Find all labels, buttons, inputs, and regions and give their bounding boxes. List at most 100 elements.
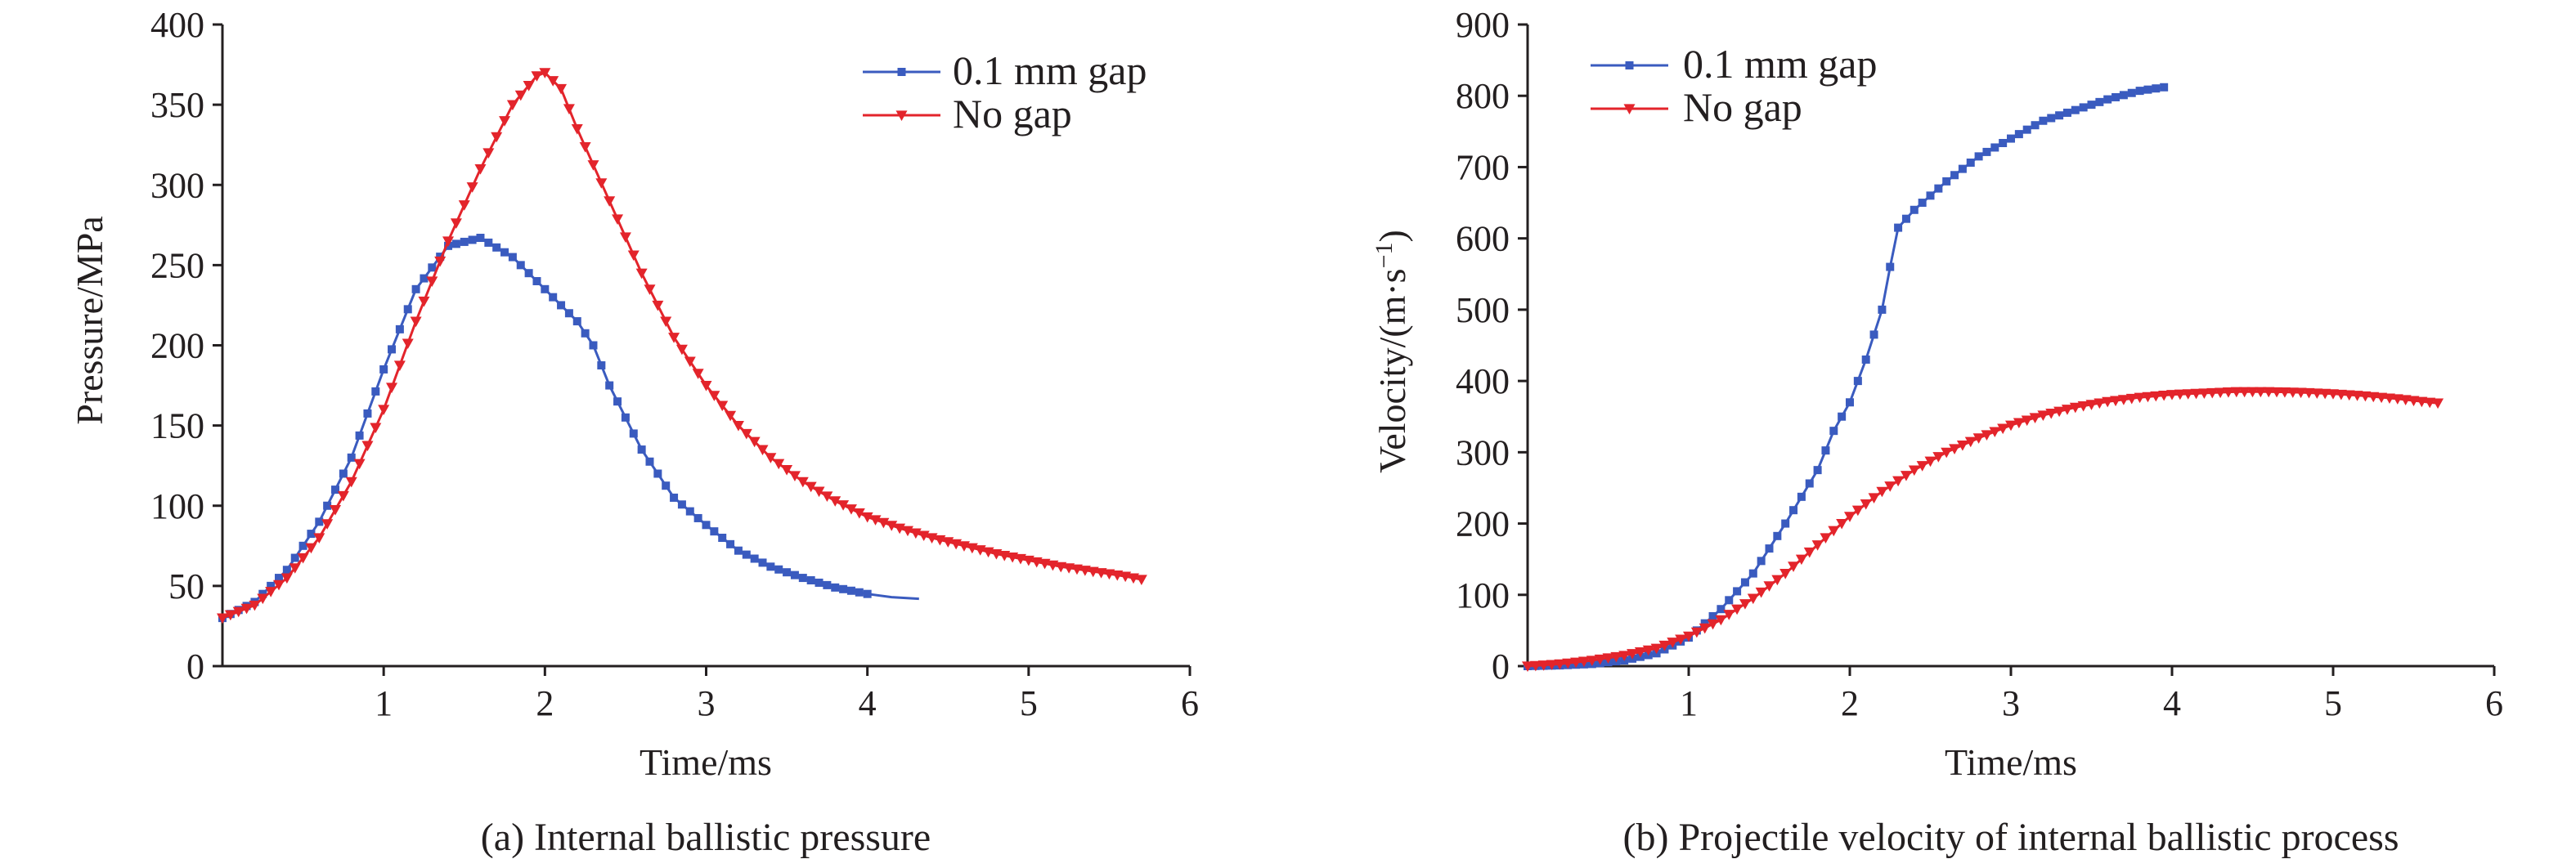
velocity-point-nogap bbox=[2069, 402, 2081, 414]
pressure-point-gap bbox=[750, 554, 759, 563]
velocity-point-nogap bbox=[1618, 651, 1631, 661]
pressure-point-gap bbox=[524, 269, 533, 278]
velocity-point-nogap bbox=[2013, 418, 2025, 429]
velocity-point-nogap bbox=[2182, 389, 2194, 400]
velocity-point-nogap bbox=[2255, 387, 2267, 398]
pressure-point-gap bbox=[428, 263, 437, 272]
pressure-point-gap bbox=[855, 588, 864, 597]
pressure-point-gap bbox=[508, 253, 517, 262]
velocity-point-gap bbox=[2143, 85, 2152, 94]
velocity-point-nogap bbox=[1997, 423, 2009, 435]
velocity-chart-caption: (b) Projectile velocity of internal ball… bbox=[1622, 816, 2399, 859]
velocity-point-gap bbox=[1982, 147, 1991, 156]
pressure-point-nogap bbox=[1079, 566, 1091, 576]
pressure-point-nogap bbox=[587, 160, 599, 171]
velocity-point-gap bbox=[1838, 412, 1847, 421]
velocity-point-nogap bbox=[1755, 587, 1767, 598]
velocity-point-gap bbox=[1765, 544, 1774, 553]
pressure-point-gap bbox=[355, 431, 364, 440]
pressure-point-gap bbox=[541, 284, 550, 293]
velocity-y-tick-label: 300 bbox=[1456, 432, 1510, 472]
pressure-point-nogap bbox=[1014, 553, 1026, 565]
velocity-point-nogap bbox=[1989, 427, 2001, 438]
pressure-point-nogap bbox=[1127, 573, 1139, 584]
velocity-point-nogap bbox=[2125, 393, 2138, 405]
pressure-point-gap bbox=[677, 500, 686, 509]
velocity-y-axis-title-main: Velocity/(m·s bbox=[1371, 268, 1413, 472]
velocity-point-nogap bbox=[1779, 569, 1792, 579]
pressure-point-gap bbox=[460, 237, 469, 246]
pressure-point-gap bbox=[307, 530, 316, 539]
velocity-point-nogap bbox=[1892, 476, 1905, 487]
velocity-point-nogap bbox=[2190, 388, 2202, 400]
pressure-point-nogap bbox=[514, 90, 527, 101]
pressure-point-gap bbox=[267, 581, 276, 590]
velocity-legend-symbol-gap bbox=[1625, 61, 1634, 69]
velocity-point-nogap bbox=[1642, 645, 1654, 656]
velocity-point-gap bbox=[1990, 143, 1999, 152]
pressure-point-nogap bbox=[305, 543, 317, 554]
pressure-point-nogap bbox=[635, 268, 648, 280]
pressure-point-gap bbox=[670, 493, 679, 502]
velocity-point-nogap bbox=[1851, 505, 1864, 517]
pressure-point-gap bbox=[839, 584, 848, 593]
pressure-point-nogap bbox=[321, 519, 334, 530]
pressure-legend-marker-gap bbox=[897, 68, 906, 76]
velocity-y-axis-title-close: ) bbox=[1371, 230, 1413, 242]
pressure-series-gap bbox=[218, 234, 919, 623]
velocity-y-tick-label: 900 bbox=[1456, 5, 1510, 45]
pressure-point-nogap bbox=[1103, 569, 1115, 580]
velocity-point-nogap bbox=[1610, 651, 1622, 663]
velocity-legend-symbol-nogap bbox=[1623, 104, 1636, 114]
pressure-point-gap bbox=[516, 261, 525, 270]
velocity-point-nogap bbox=[1972, 433, 1985, 444]
pressure-point-nogap bbox=[474, 164, 487, 175]
velocity-point-nogap bbox=[1836, 518, 1848, 530]
pressure-point-nogap bbox=[813, 486, 825, 498]
pressure-point-nogap bbox=[240, 603, 253, 615]
velocity-point-nogap bbox=[2158, 390, 2170, 401]
velocity-legend-marker-gap bbox=[1625, 61, 1634, 69]
pressure-point-gap bbox=[557, 301, 566, 310]
pressure-point-nogap bbox=[684, 356, 696, 368]
velocity-point-gap bbox=[1733, 587, 1742, 596]
pressure-point-nogap bbox=[458, 200, 470, 211]
pressure-point-nogap bbox=[280, 573, 293, 584]
velocity-point-nogap bbox=[2238, 387, 2251, 398]
velocity-point-nogap bbox=[2351, 391, 2363, 401]
velocity-point-nogap bbox=[2263, 387, 2275, 398]
pressure-point-nogap bbox=[1087, 566, 1099, 578]
velocity-point-nogap bbox=[1876, 486, 1888, 498]
velocity-point-nogap bbox=[2271, 387, 2283, 398]
pressure-point-nogap bbox=[700, 380, 712, 391]
pressure-point-gap bbox=[790, 570, 799, 579]
velocity-point-nogap bbox=[1820, 533, 1832, 544]
velocity-point-gap bbox=[2071, 105, 2080, 114]
velocity-point-nogap bbox=[2376, 392, 2388, 404]
velocity-point-gap bbox=[1869, 330, 1878, 339]
pressure-point-gap bbox=[758, 558, 767, 567]
velocity-point-nogap bbox=[1586, 655, 1598, 667]
pressure-point-gap bbox=[290, 553, 299, 562]
pressure-point-nogap bbox=[668, 333, 680, 343]
pressure-legend-item-nogap: No gap bbox=[863, 91, 1072, 136]
velocity-point-gap bbox=[1789, 506, 1798, 515]
velocity-point-gap bbox=[1797, 492, 1806, 501]
velocity-point-nogap bbox=[1667, 638, 1679, 648]
velocity-point-gap bbox=[1829, 427, 1838, 436]
pressure-point-nogap bbox=[845, 504, 857, 515]
velocity-point-nogap bbox=[2278, 387, 2291, 398]
pressure-point-nogap bbox=[708, 391, 720, 401]
pressure-point-gap bbox=[653, 469, 662, 478]
pressure-point-gap bbox=[726, 539, 735, 548]
velocity-point-nogap bbox=[2134, 392, 2146, 404]
velocity-point-nogap bbox=[1522, 661, 1533, 672]
velocity-point-gap bbox=[1853, 377, 1862, 386]
pressure-point-nogap bbox=[353, 459, 366, 470]
velocity-point-gap bbox=[1999, 139, 2008, 148]
velocity-point-nogap bbox=[1529, 660, 1542, 672]
velocity-point-nogap bbox=[2037, 410, 2049, 421]
pressure-legend-label-nogap: No gap bbox=[953, 91, 1072, 136]
pressure-point-nogap bbox=[788, 471, 801, 481]
